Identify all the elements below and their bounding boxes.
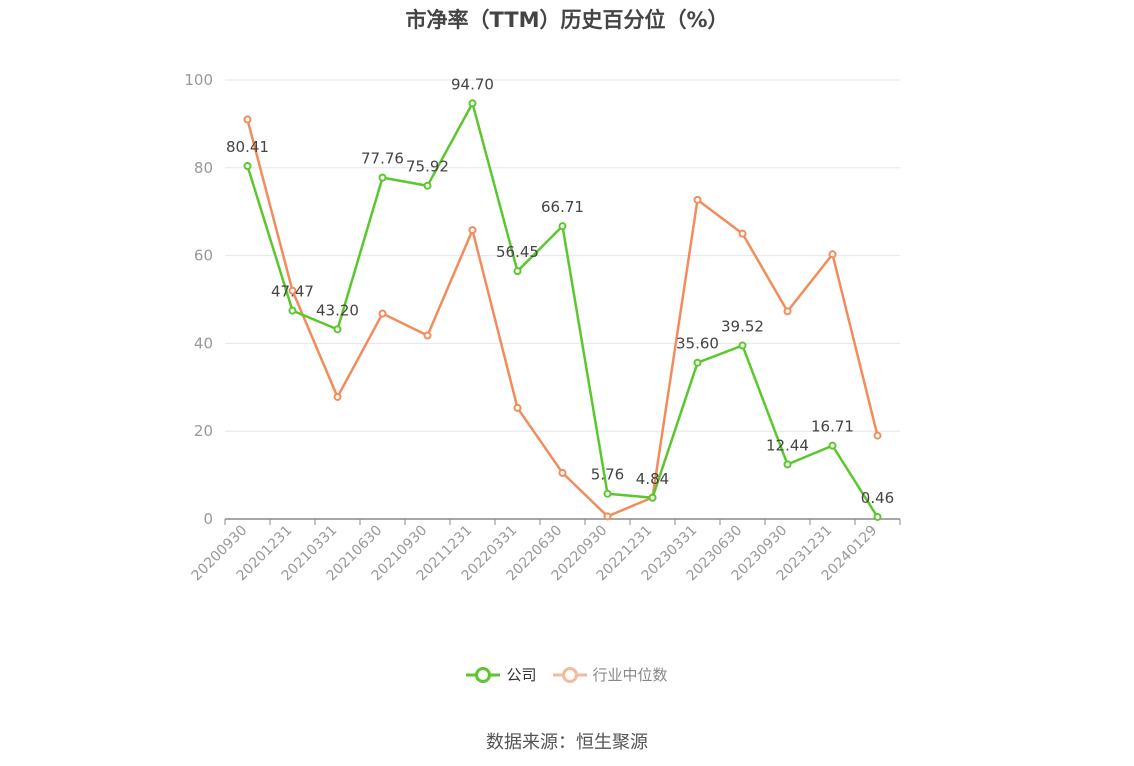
- data-label: 0.46: [861, 489, 894, 507]
- legend: 公司 行业中位数: [0, 664, 1134, 685]
- y-tick-label: 60: [194, 247, 213, 265]
- legend-item-company[interactable]: 公司: [466, 664, 537, 685]
- chart-title: 市净率（TTM）历史百分位（%）: [405, 8, 729, 32]
- data-label: 16.71: [811, 418, 854, 436]
- data-label: 43.20: [316, 301, 359, 319]
- y-tick-label: 100: [184, 71, 213, 89]
- data-label: 5.76: [591, 466, 624, 484]
- data-point-industry: [558, 468, 567, 477]
- data-point-industry: [783, 307, 792, 316]
- y-tick-label: 40: [194, 334, 213, 352]
- data-point-company: [513, 267, 522, 276]
- legend-swatch-company: [466, 666, 501, 683]
- y-tick-label: 0: [203, 510, 213, 528]
- data-point-company: [468, 99, 477, 108]
- y-tick-label: 20: [194, 422, 213, 440]
- legend-swatch-industry: [552, 666, 587, 683]
- data-point-company: [333, 325, 342, 334]
- data-point-industry: [738, 229, 747, 238]
- data-point-company: [648, 493, 657, 502]
- data-point-industry: [378, 309, 387, 318]
- data-label: 35.60: [676, 335, 719, 353]
- data-point-company: [783, 460, 792, 469]
- y-tick-label: 80: [194, 159, 213, 177]
- data-point-company: [738, 341, 747, 350]
- source-note: 数据来源：恒生聚源: [486, 732, 648, 753]
- data-label: 47.47: [271, 283, 314, 301]
- data-point-industry: [333, 392, 342, 401]
- data-point-industry: [243, 115, 252, 124]
- data-point-company: [828, 441, 837, 450]
- data-point-company: [693, 358, 702, 367]
- legend-item-industry[interactable]: 行业中位数: [552, 664, 668, 685]
- data-point-industry: [288, 286, 297, 295]
- data-point-industry: [873, 431, 882, 440]
- legend-label-company: 公司: [506, 666, 537, 684]
- data-label: 75.92: [406, 158, 449, 176]
- data-point-industry: [828, 250, 837, 259]
- data-label: 56.45: [496, 243, 539, 261]
- data-point-company: [873, 512, 882, 521]
- data-label: 66.71: [541, 198, 584, 216]
- data-point-company: [423, 181, 432, 190]
- data-label: 80.41: [226, 138, 269, 156]
- data-point-industry: [423, 331, 432, 340]
- data-label: 39.52: [721, 318, 764, 336]
- legend-label-industry: 行业中位数: [592, 666, 668, 684]
- data-label: 94.70: [451, 75, 494, 93]
- data-label: 77.76: [361, 150, 404, 168]
- data-point-industry: [603, 512, 612, 521]
- data-point-industry: [513, 403, 522, 412]
- data-point-industry: [693, 195, 702, 204]
- data-label: 4.84: [636, 470, 669, 488]
- data-point-industry: [468, 226, 477, 235]
- data-point-company: [603, 489, 612, 498]
- data-point-company: [378, 173, 387, 182]
- data-point-company: [558, 222, 567, 231]
- data-point-company: [243, 162, 252, 171]
- data-point-company: [288, 306, 297, 315]
- data-label: 12.44: [766, 436, 809, 454]
